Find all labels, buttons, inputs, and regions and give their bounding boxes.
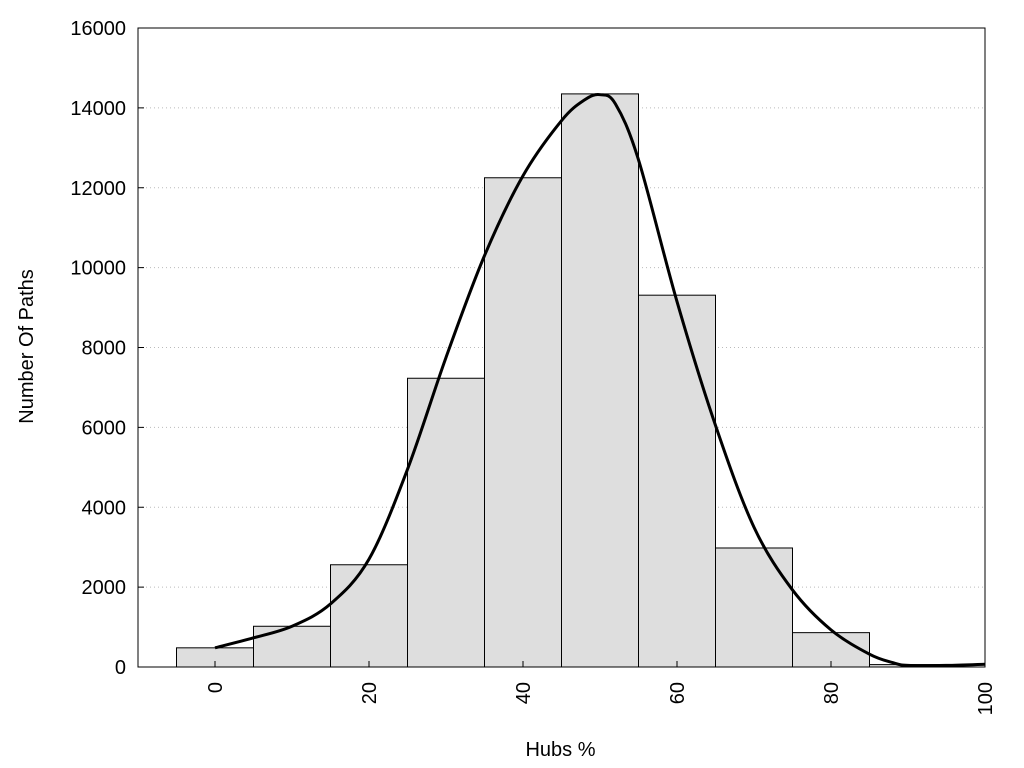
x-tick-label: 60 [667, 682, 689, 704]
histogram-bar [715, 547, 793, 668]
axis-ticks: 0 2000 4000 6000 8000 10000 12000 14000 16000 0 20… [70, 18, 997, 715]
histogram-bar [253, 625, 331, 668]
density-curve-layer [214, 93, 986, 668]
x-tick-label: 100 [975, 682, 997, 715]
histogram-bar [330, 564, 408, 668]
y-tick-label: 6000 [82, 417, 127, 439]
y-tick-label: 16000 [70, 18, 126, 40]
y-tick-label: 0 [115, 657, 126, 679]
y-tick-label: 12000 [70, 178, 126, 200]
y-tick-label: 2000 [82, 577, 127, 599]
x-tick-label: 0 [205, 682, 227, 693]
histogram-bars [176, 93, 947, 668]
x-axis-title: Hubs % [525, 739, 595, 761]
y-tick-label: 14000 [70, 98, 126, 120]
y-axis-title: Number Of Paths [16, 269, 38, 424]
histogram-bar [484, 177, 562, 668]
y-tick-label: 8000 [82, 338, 127, 360]
density-curve [214, 93, 986, 668]
y-tick-label: 10000 [70, 258, 126, 280]
histogram-bar [561, 93, 639, 668]
x-tick-label: 20 [359, 682, 381, 704]
histogram-bar [407, 377, 485, 668]
histogram-bar [638, 294, 716, 668]
x-tick-label: 80 [821, 682, 843, 704]
y-tick-label: 4000 [82, 497, 127, 519]
x-tick-label: 40 [513, 682, 535, 704]
